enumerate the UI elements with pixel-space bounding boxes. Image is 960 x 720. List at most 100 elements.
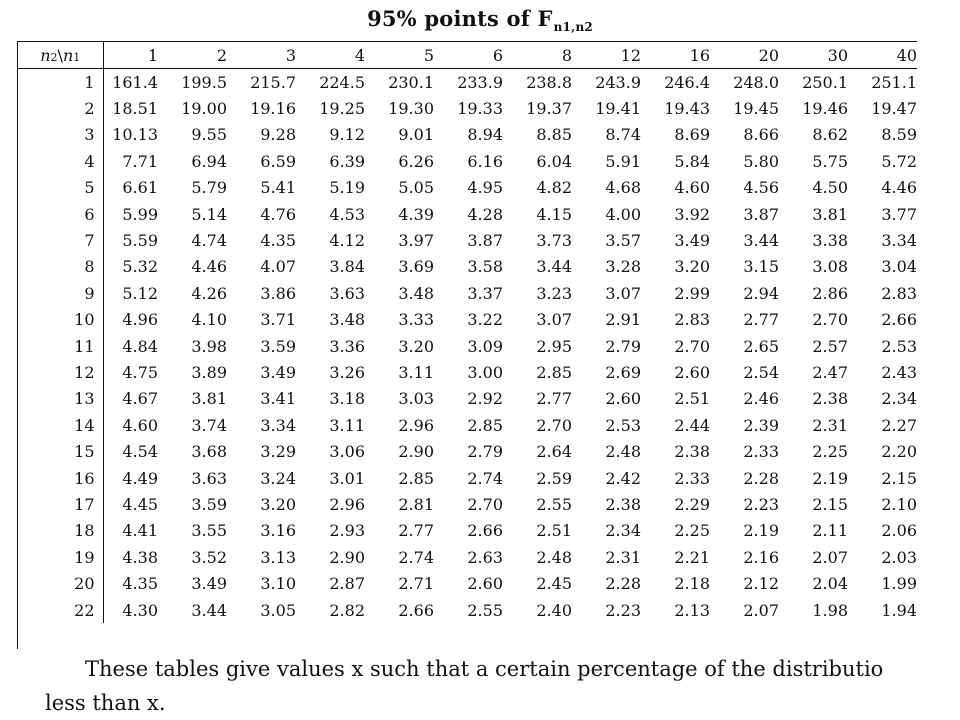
table-cell: 4.26 (191, 283, 227, 303)
table-cell: 19.47 (871, 99, 917, 119)
table-cell: 3.63 (191, 468, 227, 488)
table-cell: 2.38 (812, 389, 848, 409)
table-cell: 3.20 (260, 494, 296, 514)
column-header-n1: 4 (296, 41, 365, 69)
table-cell: 4.60 (674, 178, 710, 198)
table-cell: 2.83 (881, 283, 917, 303)
table-cell: 4.60 (122, 415, 158, 435)
table-cell: 2.29 (674, 494, 710, 514)
row-header-n2: 18 (18, 517, 104, 545)
table-cell: 3.20 (674, 257, 710, 277)
table-cell: 1.94 (881, 600, 917, 620)
table-cell: 3.34 (260, 415, 296, 435)
table-cell: 2.90 (398, 442, 434, 462)
table-cell: 3.07 (605, 283, 641, 303)
table-cell: 3.37 (467, 283, 503, 303)
table-row: 15 4.54 3.68 3.29 3.06 2.90 2.79 2.64 2.48 2.38 2.… (18, 438, 917, 465)
table-cell: 5.91 (605, 151, 641, 171)
table-cell: 3.97 (398, 231, 434, 251)
table-cell: 243.9 (595, 72, 641, 92)
table-cell: 5.19 (329, 178, 365, 198)
table-row: 4 7.71 6.94 6.59 6.39 6.26 6.16 6.04 5.91 5.84 5.8… (18, 148, 917, 175)
table-cell: 3.87 (743, 204, 779, 224)
table-cell: 19.43 (664, 99, 710, 119)
table-cell: 4.82 (536, 178, 572, 198)
table-cell: 5.80 (743, 151, 779, 171)
table-cell: 2.77 (536, 389, 572, 409)
table-cell: 3.52 (191, 547, 227, 567)
table-cell: 3.01 (329, 468, 365, 488)
table-row: 2 18.51 19.00 19.16 19.25 19.30 19.33 19.37 19.4… (18, 95, 917, 122)
table-cell: 6.04 (536, 151, 572, 171)
table-cell: 3.69 (398, 257, 434, 277)
table-cell: 7.71 (122, 151, 158, 171)
table-cell: 3.71 (260, 310, 296, 330)
column-header-n1: 30 (779, 41, 848, 69)
table-cell: 5.41 (260, 178, 296, 198)
table-cell: 2.85 (398, 468, 434, 488)
table-row: 12 4.75 3.89 3.49 3.26 3.11 3.00 2.85 2.69 2.60 2.… (18, 359, 917, 386)
column-header-n1: 16 (641, 41, 710, 69)
table-cell: 3.11 (329, 415, 365, 435)
row-header-n2: 13 (18, 385, 104, 413)
note-line-1: These tables give values x such that a c… (85, 657, 884, 681)
table-row: 13 4.67 3.81 3.41 3.18 3.03 2.92 2.77 2.60 2.51 2.… (18, 385, 917, 413)
table-cell: 2.04 (812, 574, 848, 594)
table-cell: 2.47 (812, 362, 848, 382)
table-cell: 2.53 (881, 336, 917, 356)
table-cell: 3.23 (536, 283, 572, 303)
table-cell: 2.53 (605, 415, 641, 435)
table-cell: 2.96 (398, 415, 434, 435)
table-cell: 5.75 (812, 151, 848, 171)
table-cell: 4.07 (260, 257, 296, 277)
table-cell: 9.01 (398, 125, 434, 145)
table-cell: 6.16 (467, 151, 503, 171)
table-cell: 19.16 (250, 99, 296, 119)
table-cell: 2.15 (812, 494, 848, 514)
table-cell: 2.69 (605, 362, 641, 382)
table-cell: 2.60 (605, 389, 641, 409)
table-cell: 2.66 (881, 310, 917, 330)
f-distribution-table: n2\n1 1 2 3 4 5 6 8 12 16 20 30 40 1 161.4 199.5 215.7… (18, 41, 917, 624)
table-cell: 3.44 (191, 600, 227, 620)
table-cell: 3.44 (743, 231, 779, 251)
table-row: 6 5.99 5.14 4.76 4.53 4.39 4.28 4.15 4.00 3.92 3.8… (18, 200, 917, 228)
table-cell: 4.76 (260, 204, 296, 224)
table-cell: 2.54 (743, 362, 779, 382)
table-cell: 2.79 (467, 442, 503, 462)
table-cell: 6.61 (122, 178, 158, 198)
table-cell: 4.45 (122, 494, 158, 514)
table-cell: 2.86 (812, 283, 848, 303)
table-cell: 233.9 (457, 72, 503, 92)
table-cell: 5.14 (191, 204, 227, 224)
table-cell: 3.73 (536, 231, 572, 251)
table-cell: 2.77 (398, 521, 434, 541)
table-cell: 4.53 (329, 204, 365, 224)
table-cell: 8.69 (674, 125, 710, 145)
table-cell: 251.1 (871, 72, 917, 92)
table-cell: 3.57 (605, 231, 641, 251)
corner-header: n2\n1 (18, 41, 104, 69)
column-header-n1: 3 (227, 41, 296, 69)
row-header-n2: 4 (18, 148, 104, 175)
table-cell: 4.35 (122, 574, 158, 594)
table-cell: 19.30 (388, 99, 434, 119)
table-cell: 2.82 (329, 600, 365, 620)
table-cell: 3.58 (467, 257, 503, 277)
explanatory-note: These tables give values x such that a c… (45, 652, 960, 720)
table-cell: 3.86 (260, 283, 296, 303)
table-cell: 4.74 (191, 231, 227, 251)
row-header-n2: 15 (18, 438, 104, 465)
table-cell: 2.28 (605, 574, 641, 594)
table-cell: 3.81 (812, 204, 848, 224)
table-cell: 2.51 (674, 389, 710, 409)
table-cell: 3.22 (467, 310, 503, 330)
table-cell: 4.96 (122, 310, 158, 330)
table-cell: 19.41 (595, 99, 641, 119)
table-cell: 19.37 (526, 99, 572, 119)
row-header-n2: 12 (18, 359, 104, 386)
table-cell: 3.29 (260, 442, 296, 462)
table-cell: 6.59 (260, 151, 296, 171)
table-cell: 2.79 (605, 336, 641, 356)
table-cell: 3.34 (881, 231, 917, 251)
